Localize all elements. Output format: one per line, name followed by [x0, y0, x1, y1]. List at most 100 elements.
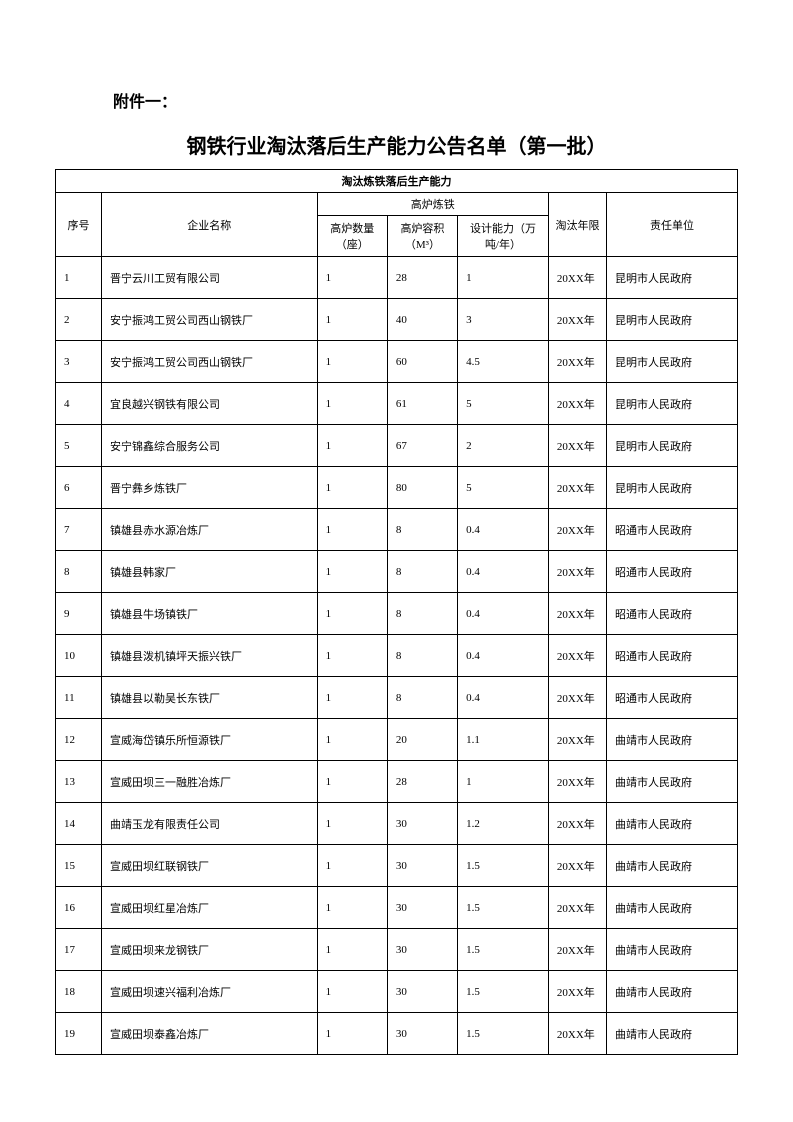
cell-vol: 20 [387, 719, 457, 761]
cell-seq: 12 [56, 719, 102, 761]
cell-company: 晋宁彝乡炼铁厂 [102, 467, 318, 509]
cell-company: 镇雄县泼机镇坪天振兴铁厂 [102, 635, 318, 677]
cell-seq: 16 [56, 887, 102, 929]
cell-qty: 1 [317, 719, 387, 761]
cell-vol: 30 [387, 803, 457, 845]
cell-cap: 1.2 [458, 803, 549, 845]
cell-year: 20XX年 [548, 593, 606, 635]
cell-qty: 1 [317, 551, 387, 593]
cell-vol: 60 [387, 341, 457, 383]
section-header: 淘汰炼铁落后生产能力 [56, 170, 738, 193]
cell-qty: 1 [317, 299, 387, 341]
cell-qty: 1 [317, 257, 387, 299]
cell-year: 20XX年 [548, 551, 606, 593]
cell-qty: 1 [317, 635, 387, 677]
cell-qty: 1 [317, 593, 387, 635]
cell-cap: 1 [458, 257, 549, 299]
cell-resp: 曲靖市人民政府 [607, 719, 738, 761]
table-row: 17宣威田坝来龙钢铁厂1301.520XX年曲靖市人民政府 [56, 929, 738, 971]
col-header-seq: 序号 [56, 193, 102, 257]
table-row: 16宣威田坝红星冶炼厂1301.520XX年曲靖市人民政府 [56, 887, 738, 929]
cell-company: 宣威田坝三一融胜冶炼厂 [102, 761, 318, 803]
cell-company: 镇雄县韩家厂 [102, 551, 318, 593]
col-header-year: 淘汰年限 [548, 193, 606, 257]
cell-resp: 昆明市人民政府 [607, 257, 738, 299]
cell-resp: 曲靖市人民政府 [607, 761, 738, 803]
cell-company: 宣威田坝来龙钢铁厂 [102, 929, 318, 971]
cell-seq: 9 [56, 593, 102, 635]
cell-seq: 19 [56, 1013, 102, 1055]
cell-company: 晋宁云川工贸有限公司 [102, 257, 318, 299]
cell-year: 20XX年 [548, 887, 606, 929]
cell-company: 曲靖玉龙有限责任公司 [102, 803, 318, 845]
cell-cap: 0.4 [458, 677, 549, 719]
cell-resp: 昭通市人民政府 [607, 509, 738, 551]
cell-resp: 昆明市人民政府 [607, 383, 738, 425]
sub-section-header: 高炉炼铁 [317, 193, 548, 216]
table-row: 14曲靖玉龙有限责任公司1301.220XX年曲靖市人民政府 [56, 803, 738, 845]
cell-vol: 30 [387, 845, 457, 887]
cell-resp: 昆明市人民政府 [607, 299, 738, 341]
col-header-qty: 高炉数量（座） [317, 216, 387, 257]
attachment-label: 附件一： [113, 88, 738, 112]
table-row: 13宣威田坝三一融胜冶炼厂128120XX年曲靖市人民政府 [56, 761, 738, 803]
cell-seq: 2 [56, 299, 102, 341]
cell-vol: 8 [387, 551, 457, 593]
table-body: 1晋宁云川工贸有限公司128120XX年昆明市人民政府2安宁振鸿工贸公司西山钢铁… [56, 257, 738, 1055]
cell-company: 宣威田坝泰鑫冶炼厂 [102, 1013, 318, 1055]
table-row: 5安宁锦鑫综合服务公司167220XX年昆明市人民政府 [56, 425, 738, 467]
cell-cap: 1.5 [458, 929, 549, 971]
capacity-table: 淘汰炼铁落后生产能力 序号 企业名称 高炉炼铁 淘汰年限 责任单位 高炉数量（座… [55, 169, 738, 1055]
cell-seq: 7 [56, 509, 102, 551]
cell-vol: 30 [387, 887, 457, 929]
cell-seq: 10 [56, 635, 102, 677]
cell-year: 20XX年 [548, 719, 606, 761]
cell-seq: 4 [56, 383, 102, 425]
cell-resp: 曲靖市人民政府 [607, 845, 738, 887]
cell-seq: 6 [56, 467, 102, 509]
cell-cap: 1.5 [458, 887, 549, 929]
cell-cap: 1.5 [458, 971, 549, 1013]
table-row: 3安宁振鸿工贸公司西山钢铁厂1604.520XX年昆明市人民政府 [56, 341, 738, 383]
cell-year: 20XX年 [548, 971, 606, 1013]
cell-cap: 4.5 [458, 341, 549, 383]
cell-seq: 11 [56, 677, 102, 719]
cell-vol: 8 [387, 593, 457, 635]
cell-company: 宣威田坝红星冶炼厂 [102, 887, 318, 929]
cell-year: 20XX年 [548, 467, 606, 509]
cell-qty: 1 [317, 1013, 387, 1055]
cell-company: 宜良越兴钢铁有限公司 [102, 383, 318, 425]
cell-seq: 1 [56, 257, 102, 299]
cell-company: 镇雄县牛场镇铁厂 [102, 593, 318, 635]
cell-qty: 1 [317, 677, 387, 719]
cell-seq: 8 [56, 551, 102, 593]
cell-resp: 昭通市人民政府 [607, 551, 738, 593]
cell-vol: 80 [387, 467, 457, 509]
table-row: 9镇雄县牛场镇铁厂180.420XX年昭通市人民政府 [56, 593, 738, 635]
cell-qty: 1 [317, 761, 387, 803]
cell-vol: 30 [387, 929, 457, 971]
cell-seq: 13 [56, 761, 102, 803]
cell-year: 20XX年 [548, 257, 606, 299]
cell-cap: 1.1 [458, 719, 549, 761]
cell-vol: 28 [387, 761, 457, 803]
cell-year: 20XX年 [548, 677, 606, 719]
cell-company: 镇雄县以勒吴长东铁厂 [102, 677, 318, 719]
cell-year: 20XX年 [548, 929, 606, 971]
page-title: 钢铁行业淘汰落后生产能力公告名单（第一批） [55, 130, 738, 159]
cell-company: 安宁振鸿工贸公司西山钢铁厂 [102, 341, 318, 383]
table-row: 4宜良越兴钢铁有限公司161520XX年昆明市人民政府 [56, 383, 738, 425]
cell-year: 20XX年 [548, 845, 606, 887]
table-row: 8镇雄县韩家厂180.420XX年昭通市人民政府 [56, 551, 738, 593]
cell-year: 20XX年 [548, 425, 606, 467]
cell-resp: 昆明市人民政府 [607, 467, 738, 509]
cell-cap: 0.4 [458, 593, 549, 635]
table-row: 12宣威海岱镇乐所恒源铁厂1201.120XX年曲靖市人民政府 [56, 719, 738, 761]
cell-resp: 曲靖市人民政府 [607, 1013, 738, 1055]
cell-resp: 昆明市人民政府 [607, 425, 738, 467]
table-row: 2安宁振鸿工贸公司西山钢铁厂140320XX年昆明市人民政府 [56, 299, 738, 341]
cell-resp: 昆明市人民政府 [607, 341, 738, 383]
cell-qty: 1 [317, 845, 387, 887]
cell-year: 20XX年 [548, 803, 606, 845]
cell-resp: 昭通市人民政府 [607, 593, 738, 635]
